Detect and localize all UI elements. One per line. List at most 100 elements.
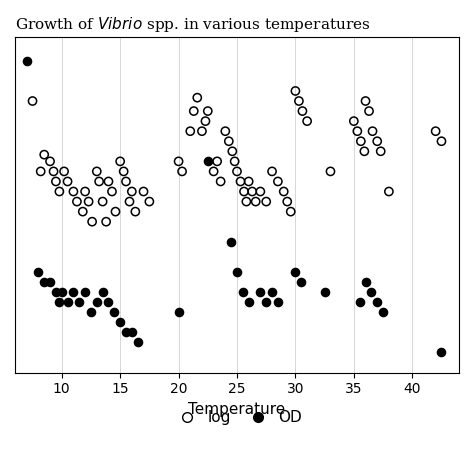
Point <box>128 328 136 336</box>
Point <box>252 198 259 205</box>
Point <box>99 198 107 205</box>
Point <box>37 168 45 175</box>
Point <box>82 288 89 296</box>
Point <box>379 309 387 316</box>
Point <box>268 168 276 175</box>
Point <box>287 208 294 215</box>
Point <box>120 168 128 175</box>
Point <box>204 107 211 115</box>
Point <box>217 178 224 185</box>
Point <box>93 298 100 306</box>
Point <box>228 147 236 155</box>
Point <box>132 208 139 215</box>
Legend: log, OD: log, OD <box>172 410 302 425</box>
Point <box>438 348 445 356</box>
Point <box>374 298 381 306</box>
Point <box>85 198 92 205</box>
Point <box>70 288 77 296</box>
Point <box>213 157 221 165</box>
Point <box>362 97 369 105</box>
Point <box>245 178 253 185</box>
Point <box>274 298 282 306</box>
Point <box>52 288 60 296</box>
Point <box>40 151 48 158</box>
Point <box>369 128 376 135</box>
Point <box>116 157 124 165</box>
Point <box>23 57 30 64</box>
Point <box>233 268 241 276</box>
Point <box>240 188 248 195</box>
Point <box>29 97 36 105</box>
Point <box>175 157 182 165</box>
Point <box>438 137 445 145</box>
Point <box>233 168 241 175</box>
Point <box>357 137 365 145</box>
Point <box>186 128 194 135</box>
Point <box>126 198 133 205</box>
Point <box>204 157 211 165</box>
Point <box>221 128 229 135</box>
Point <box>263 198 270 205</box>
Point <box>365 107 373 115</box>
Point <box>146 198 153 205</box>
Point <box>268 288 276 296</box>
Point <box>128 188 136 195</box>
Point <box>350 118 358 125</box>
Point <box>73 198 81 205</box>
Text: Growth of $\mathit{Vibrio}$ spp. in various temperatures: Growth of $\mathit{Vibrio}$ spp. in vari… <box>15 15 370 34</box>
Point <box>50 168 57 175</box>
Point <box>210 168 218 175</box>
Point <box>243 198 250 205</box>
Point <box>245 298 253 306</box>
Point <box>239 288 246 296</box>
Point <box>60 168 68 175</box>
Point <box>228 238 235 246</box>
Point <box>122 328 130 336</box>
Point <box>193 94 201 101</box>
Point <box>256 288 264 296</box>
Point <box>105 178 112 185</box>
Point <box>58 288 65 296</box>
Point <box>362 278 369 286</box>
Point <box>295 97 303 105</box>
Point <box>274 178 282 185</box>
Point <box>190 107 198 115</box>
Point <box>321 288 328 296</box>
Point <box>40 278 48 286</box>
Point <box>99 288 107 296</box>
Point <box>283 198 291 205</box>
Point <box>108 188 116 195</box>
Point <box>327 168 334 175</box>
Point <box>201 118 209 125</box>
Point <box>299 107 306 115</box>
Point <box>367 288 375 296</box>
Point <box>79 208 87 215</box>
Point <box>178 168 186 175</box>
Point <box>256 188 264 195</box>
Point <box>354 128 361 135</box>
Point <box>140 188 147 195</box>
Point <box>385 188 392 195</box>
Point <box>95 178 103 185</box>
Point <box>82 188 89 195</box>
Point <box>35 268 42 276</box>
Point <box>280 188 288 195</box>
Point <box>110 309 118 316</box>
Point <box>105 298 112 306</box>
Point <box>361 147 368 155</box>
Point <box>70 188 77 195</box>
Point <box>52 178 60 185</box>
Point <box>303 118 311 125</box>
Point <box>248 188 256 195</box>
Point <box>93 168 100 175</box>
Point <box>55 298 63 306</box>
Point <box>356 298 364 306</box>
Point <box>298 278 305 286</box>
Point <box>88 218 96 226</box>
Point <box>112 208 119 215</box>
Point <box>102 218 110 226</box>
Point <box>231 157 238 165</box>
Point <box>46 157 54 165</box>
Point <box>377 147 384 155</box>
Point <box>46 278 54 286</box>
